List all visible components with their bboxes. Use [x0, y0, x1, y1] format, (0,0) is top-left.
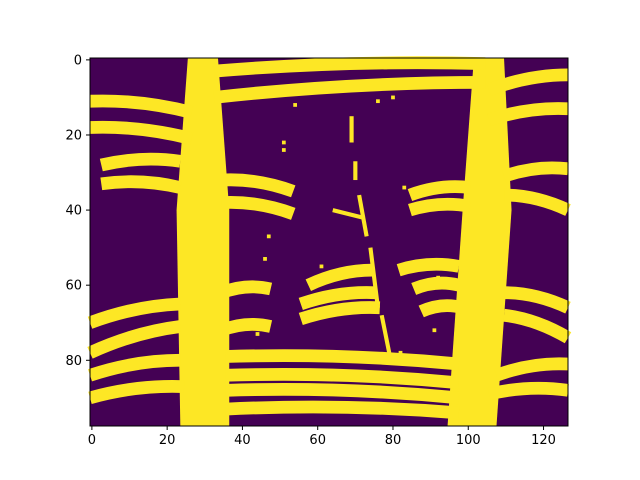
bright-stripe-29 [396, 257, 461, 277]
bright-stripe-6 [87, 297, 181, 329]
bright-stripe-33 [225, 367, 460, 390]
bright-stripe-3 [89, 120, 194, 145]
bright-stripe-13 [486, 102, 569, 127]
x-axis: 0 20 40 60 80 100 120 [88, 426, 556, 448]
x-tick-label: 40 [234, 433, 251, 448]
y-tick-label: 40 [65, 204, 82, 219]
bright-pixel-42-13 [432, 328, 437, 333]
bright-stripe-5 [100, 175, 182, 194]
heatmap-image [87, 56, 572, 426]
bright-stripe-7 [87, 320, 182, 359]
bright-stripe-18 [494, 357, 569, 382]
bright-stripe-14 [501, 161, 569, 183]
bright-stripe-19 [487, 381, 569, 401]
bright-stripe-24 [219, 280, 273, 299]
bright-stripe-26 [305, 263, 373, 291]
bright-stripe-23 [408, 197, 472, 217]
bright-pixel-42-4 [255, 332, 260, 336]
bright-pixel-42-15 [391, 358, 395, 363]
y-tick-label: 20 [65, 128, 82, 143]
bright-stripe-20 [221, 173, 296, 198]
y-axis: 0 20 40 60 80 [65, 53, 90, 369]
bright-pixel-42-8 [376, 99, 380, 104]
bright-stripe-32 [225, 349, 460, 371]
bright-stripe-10 [213, 56, 486, 78]
bright-pixel-42-14 [398, 350, 403, 355]
x-tick-label: 20 [159, 433, 176, 448]
bright-stripe-8 [87, 353, 181, 382]
bright-stripe-25 [219, 317, 273, 337]
bright-band-1 [447, 58, 512, 426]
x-tick-label: 100 [456, 433, 481, 448]
bright-stripe-15 [503, 188, 571, 216]
bright-stripe-28 [298, 301, 381, 326]
bright-pixel-42-7 [383, 65, 388, 70]
bright-stripe-31 [418, 299, 465, 318]
bright-stripe-16 [503, 286, 571, 314]
heatmap-bright-regions [87, 56, 572, 426]
bright-pixel-42-10 [293, 103, 298, 107]
x-tick-label: 0 [88, 433, 96, 448]
bright-pixel-42-3 [263, 257, 267, 261]
axes-frame [89, 57, 569, 427]
bright-pixel-42-9 [391, 95, 395, 100]
bright-stroke-39 [368, 247, 380, 308]
bright-stripe-17 [503, 308, 572, 344]
bright-pixel-42-5 [248, 350, 252, 355]
bright-stripe-2 [89, 94, 194, 119]
bright-pixel-42-11 [402, 185, 407, 190]
y-tick-label: 60 [65, 279, 82, 294]
bright-pixel-42-12 [436, 275, 441, 280]
x-tick-label: 80 [385, 433, 402, 448]
bright-pixel-42-0 [281, 140, 286, 145]
bright-stripe-34 [225, 383, 460, 405]
bright-stripe-9 [88, 379, 185, 404]
bright-stripe-4 [99, 152, 182, 172]
bright-band-0 [176, 58, 230, 426]
x-tick-label: 120 [531, 433, 556, 448]
bright-pixel-42-1 [281, 148, 286, 152]
bright-stroke-40 [379, 314, 392, 354]
bright-pixel-42-6 [319, 264, 324, 269]
bright-stripe-22 [407, 180, 471, 202]
bright-stroke-41 [332, 208, 364, 220]
bright-stripe-21 [221, 195, 296, 220]
bright-stripe-11 [213, 76, 486, 104]
bright-stripe-27 [298, 286, 377, 311]
bright-stripe-12 [486, 68, 569, 96]
x-tick-label: 60 [309, 433, 326, 448]
y-tick-label: 80 [65, 354, 82, 369]
y-tick-label: 0 [74, 53, 82, 68]
bright-stripe-35 [225, 400, 460, 420]
bright-stripe-30 [411, 276, 461, 295]
bright-pixel-42-2 [266, 234, 271, 239]
